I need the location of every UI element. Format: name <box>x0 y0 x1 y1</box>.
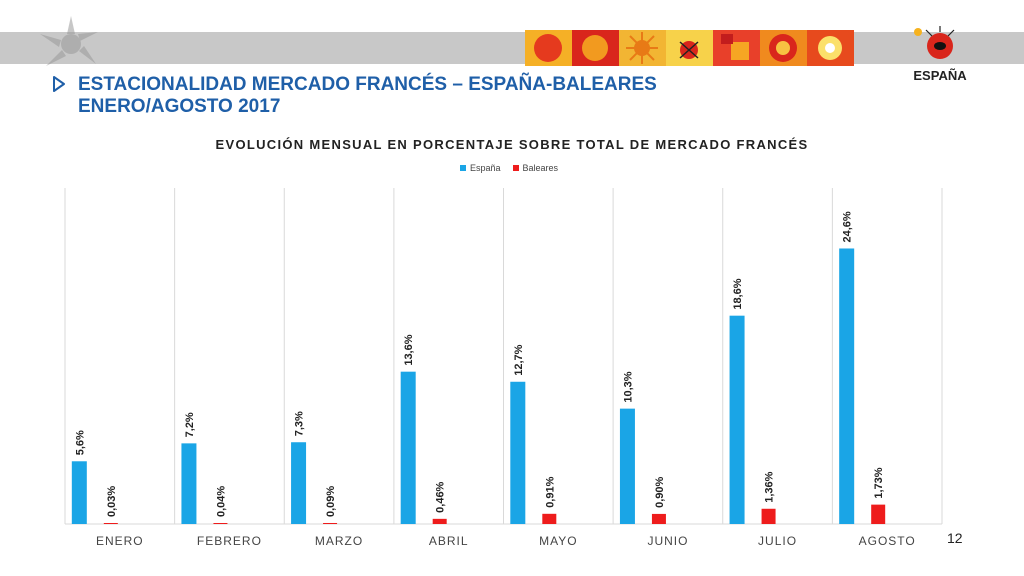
data-label-espana: 7,3% <box>294 411 306 436</box>
x-tick-label: ABRIL <box>429 534 469 548</box>
bar-espana <box>729 315 745 524</box>
x-tick-label: AGOSTO <box>859 534 916 548</box>
x-tick-label: JULIO <box>758 534 797 548</box>
yellow-burst-tile-icon <box>807 30 854 66</box>
x-tick-label: JUNIO <box>647 534 688 548</box>
x-tick-label: ENERO <box>96 534 144 548</box>
bar-espana <box>839 248 855 525</box>
bar-espana <box>181 443 197 524</box>
bar-espana <box>291 442 307 524</box>
bug-figure-tile-icon <box>666 30 713 66</box>
x-tick-label: FEBRERO <box>197 534 262 548</box>
bar-espana <box>619 408 635 524</box>
bar-baleares <box>213 523 228 524</box>
bar-espana <box>400 371 416 524</box>
legend-item-espana: España <box>460 163 501 173</box>
title-line-2: ENERO/AGOSTO 2017 <box>78 96 281 117</box>
bar-espana <box>71 461 87 524</box>
data-label-espana: 5,6% <box>74 430 86 455</box>
title-line-1: ESTACIONALIDAD MERCADO FRANCÉS – ESPAÑA-… <box>78 74 657 95</box>
x-tick-label: MARZO <box>315 534 363 548</box>
legend-swatch-espana <box>460 165 466 171</box>
data-label-espana: 13,6% <box>403 334 415 365</box>
data-label-espana: 18,6% <box>732 278 744 309</box>
slide-title: ESTACIONALIDAD MERCADO FRANCÉS – ESPAÑA-… <box>52 74 657 118</box>
bar-baleares <box>432 518 447 524</box>
legend-swatch-baleares <box>512 165 519 171</box>
bar-baleares <box>323 522 338 524</box>
arrow-bullet-icon <box>53 76 65 92</box>
espana-brand-logo: ESPAÑA <box>913 26 967 83</box>
bar-baleares <box>103 523 118 524</box>
data-label-baleares: 0,90% <box>654 477 666 508</box>
data-label-espana: 24,6% <box>842 211 854 242</box>
bar-baleares <box>871 504 886 524</box>
orange-sun-tile-icon <box>572 30 619 66</box>
legend-label-baleares: Baleares <box>522 163 559 173</box>
bar-baleares <box>542 513 557 524</box>
data-label-espana: 7,2% <box>184 412 196 437</box>
data-label-baleares: 0,09% <box>325 486 337 517</box>
sun-rays-tile-icon <box>619 30 666 66</box>
decorative-sun-swirl-icon <box>40 16 98 66</box>
legend-label-espana: España <box>470 163 501 173</box>
red-square-tile-icon <box>713 30 760 66</box>
x-tick-label: MAYO <box>539 534 577 548</box>
data-label-espana: 12,7% <box>513 344 525 375</box>
chart-title: EVOLUCIÓN MENSUAL EN PORCENTAJE SOBRE TO… <box>215 137 809 152</box>
data-label-baleares: 1,36% <box>764 471 776 502</box>
data-label-espana: 10,3% <box>622 371 634 402</box>
page-number: 12 <box>947 530 963 546</box>
data-label-baleares: 0,04% <box>215 486 227 517</box>
svg-text:ESPAÑA: ESPAÑA <box>913 68 967 83</box>
red-ring-tile-icon <box>760 30 807 66</box>
bar-espana <box>510 381 526 524</box>
bar-baleares <box>761 508 776 524</box>
decorative-tile-strip <box>525 30 854 66</box>
data-label-baleares: 0,03% <box>106 486 118 517</box>
data-label-baleares: 0,91% <box>544 476 556 507</box>
bar-baleares <box>651 513 666 524</box>
chart-legend: España Baleares <box>460 163 558 173</box>
data-label-baleares: 1,73% <box>873 467 885 498</box>
legend-item-baleares: Baleares <box>512 163 559 173</box>
red-circle-tile-icon <box>525 30 572 66</box>
data-label-baleares: 0,46% <box>435 481 447 512</box>
